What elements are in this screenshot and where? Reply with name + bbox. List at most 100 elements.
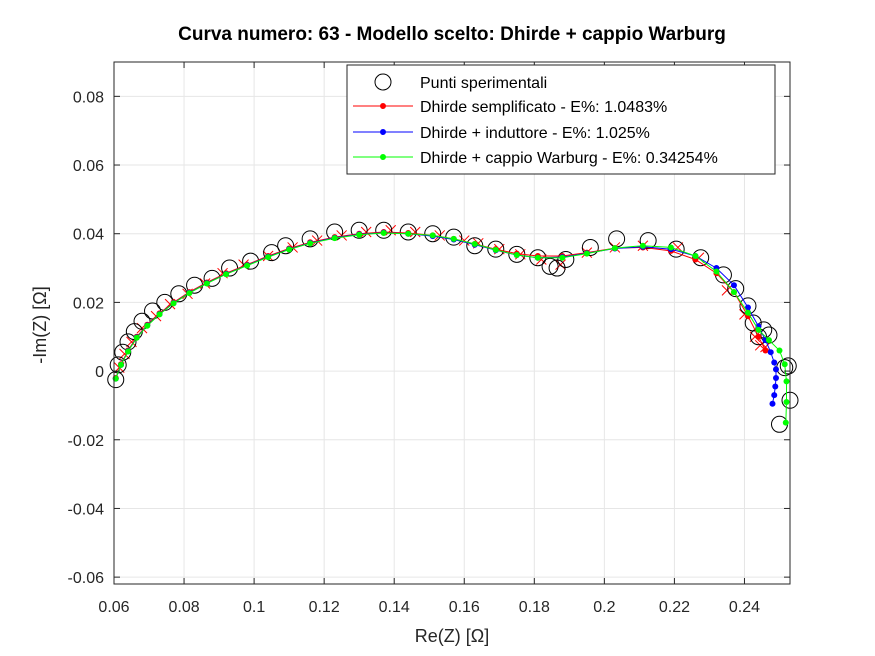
data-point xyxy=(713,268,720,275)
x-tick-label: 0.16 xyxy=(449,599,480,616)
data-point xyxy=(783,378,790,385)
data-point xyxy=(783,398,790,405)
data-point xyxy=(450,235,457,242)
data-point xyxy=(144,322,151,329)
data-point xyxy=(611,245,618,252)
data-point xyxy=(375,221,393,239)
x-axis-label: Re(Z) [Ω] xyxy=(415,626,489,646)
data-point xyxy=(762,347,769,354)
data-point xyxy=(492,246,499,253)
data-point xyxy=(755,333,762,340)
data-point xyxy=(424,225,442,243)
data-point xyxy=(744,309,751,316)
data-point xyxy=(755,326,762,333)
data-point xyxy=(692,249,710,267)
data-point xyxy=(203,269,221,287)
data-point xyxy=(771,359,778,366)
x-tick-label: 0.18 xyxy=(519,599,550,616)
x-tick-label: 0.06 xyxy=(98,599,129,616)
data-point xyxy=(265,254,272,261)
data-point xyxy=(767,349,774,356)
y-tick-label: 0.08 xyxy=(73,89,104,106)
data-point xyxy=(781,361,788,368)
data-point xyxy=(331,235,338,242)
data-point xyxy=(727,280,745,298)
series-line xyxy=(115,232,787,423)
data-point xyxy=(639,232,657,250)
data-point xyxy=(559,254,566,261)
legend-marker-induttore xyxy=(380,129,386,135)
data-point xyxy=(513,252,520,259)
legend-marker-warburg xyxy=(380,154,386,160)
data-point xyxy=(769,400,776,407)
data-point xyxy=(730,289,737,296)
data-point xyxy=(534,254,541,261)
data-point xyxy=(133,334,140,341)
data-point xyxy=(548,259,566,277)
data-point xyxy=(170,300,177,307)
data-point xyxy=(434,230,446,241)
data-point xyxy=(286,246,293,253)
y-tick-label: 0.06 xyxy=(73,158,104,175)
data-point xyxy=(380,230,387,237)
series-dhirde_warburg xyxy=(112,230,790,426)
data-point xyxy=(772,374,779,381)
data-point xyxy=(156,311,163,318)
data-point xyxy=(244,262,251,269)
data-point xyxy=(301,230,319,248)
x-tick-label: 0.22 xyxy=(659,599,690,616)
data-point xyxy=(186,290,193,297)
data-point xyxy=(581,238,599,256)
data-point xyxy=(471,241,478,248)
data-point xyxy=(583,250,590,257)
data-point xyxy=(360,226,372,238)
data-point xyxy=(541,257,559,275)
legend-label-induttore: Dhirde + induttore - E%: 1.025% xyxy=(420,125,650,142)
data-point xyxy=(429,232,436,239)
data-point xyxy=(107,371,125,389)
series-layer xyxy=(107,221,799,433)
legend-label-warburg: Dhirde + cappio Warburg - E%: 0.34254% xyxy=(420,150,718,167)
y-tick-label: -0.02 xyxy=(68,433,105,450)
y-tick-label: 0.04 xyxy=(73,227,104,244)
data-point xyxy=(782,419,789,426)
legend-marker-experimental xyxy=(374,73,392,91)
data-point xyxy=(307,240,314,247)
x-tick-label: 0.14 xyxy=(379,599,410,616)
data-point xyxy=(772,366,779,373)
data-point xyxy=(223,271,230,278)
chart-title: Curva numero: 63 - Modello scelto: Dhird… xyxy=(178,24,726,45)
data-point xyxy=(409,226,421,238)
data-point xyxy=(744,304,751,311)
y-tick-label: -0.04 xyxy=(68,501,105,518)
y-axis-label: -Im(Z) [Ω] xyxy=(30,286,50,363)
data-point xyxy=(771,392,778,399)
data-point xyxy=(730,282,737,289)
data-point xyxy=(125,348,132,355)
y-tick-label: 0 xyxy=(95,364,104,381)
data-point xyxy=(458,235,470,246)
data-point xyxy=(779,357,797,375)
data-point xyxy=(555,259,566,270)
data-point xyxy=(118,361,125,368)
x-tick-label: 0.24 xyxy=(729,599,760,616)
x-tick-label: 0.08 xyxy=(168,599,199,616)
data-point xyxy=(557,250,575,268)
legend-label-experimental: Punti sperimentali xyxy=(420,75,547,92)
data-point xyxy=(350,221,368,239)
data-point xyxy=(692,253,699,260)
legend-label-semplificato: Dhirde semplificato - E%: 1.0483% xyxy=(420,99,667,116)
legend-marker-semplificato xyxy=(380,103,386,109)
data-point xyxy=(133,312,151,330)
data-point xyxy=(487,240,505,258)
data-point xyxy=(356,231,363,238)
data-point xyxy=(277,237,295,255)
x-tick-label: 0.2 xyxy=(593,599,615,616)
y-tick-label: 0.02 xyxy=(73,295,104,312)
axes: 0.06 0.08 0.1 0.12 0.14 0.16 0.18 0.2 0.22 0.24 -0… xyxy=(68,61,791,616)
legend-box xyxy=(346,64,776,175)
x-tick-label: 0.12 xyxy=(309,599,340,616)
data-point xyxy=(667,244,674,251)
data-point xyxy=(772,383,779,390)
